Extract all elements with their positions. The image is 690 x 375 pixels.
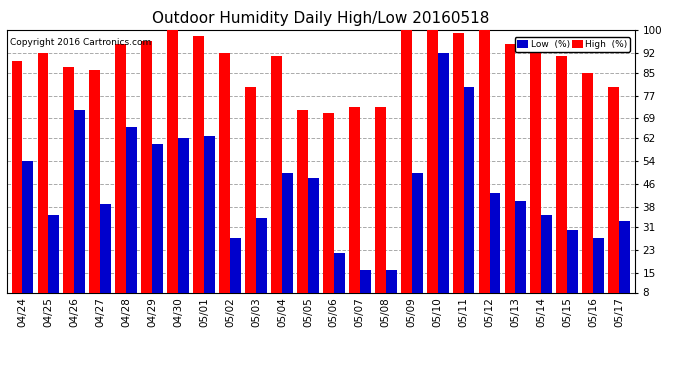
Bar — [609, 87, 619, 315]
Bar — [48, 216, 59, 315]
Bar — [230, 238, 241, 315]
Bar — [178, 138, 189, 315]
Bar — [256, 218, 267, 315]
Bar — [479, 30, 489, 315]
Bar — [515, 201, 526, 315]
Bar — [245, 87, 256, 315]
Bar — [323, 113, 334, 315]
Bar — [556, 56, 567, 315]
Bar — [619, 221, 630, 315]
Bar — [582, 73, 593, 315]
Bar — [504, 44, 515, 315]
Bar — [115, 44, 126, 315]
Bar — [334, 252, 345, 315]
Bar — [75, 110, 86, 315]
Text: Copyright 2016 Cartronics.com: Copyright 2016 Cartronics.com — [10, 38, 151, 47]
Bar — [12, 62, 23, 315]
Bar — [437, 53, 448, 315]
Title: Outdoor Humidity Daily High/Low 20160518: Outdoor Humidity Daily High/Low 20160518 — [152, 11, 489, 26]
Bar — [204, 136, 215, 315]
Bar — [282, 172, 293, 315]
Bar — [297, 110, 308, 315]
Bar — [567, 230, 578, 315]
Bar — [141, 41, 152, 315]
Bar — [219, 53, 230, 315]
Bar — [464, 87, 475, 315]
Bar — [126, 127, 137, 315]
Bar — [90, 70, 100, 315]
Bar — [37, 53, 48, 315]
Bar — [386, 270, 397, 315]
Bar — [412, 172, 422, 315]
Bar — [152, 144, 163, 315]
Bar — [359, 270, 371, 315]
Bar — [531, 53, 542, 315]
Bar — [593, 238, 604, 315]
Bar — [489, 193, 500, 315]
Bar — [100, 204, 111, 315]
Bar — [23, 161, 33, 315]
Bar — [349, 107, 359, 315]
Bar — [308, 178, 319, 315]
Bar — [375, 107, 386, 315]
Bar — [542, 216, 552, 315]
Bar — [193, 36, 204, 315]
Bar — [63, 67, 75, 315]
Bar — [426, 30, 437, 315]
Bar — [271, 56, 282, 315]
Bar — [401, 30, 412, 315]
Legend: Low  (%), High  (%): Low (%), High (%) — [515, 37, 630, 52]
Bar — [167, 30, 178, 315]
Bar — [453, 33, 464, 315]
